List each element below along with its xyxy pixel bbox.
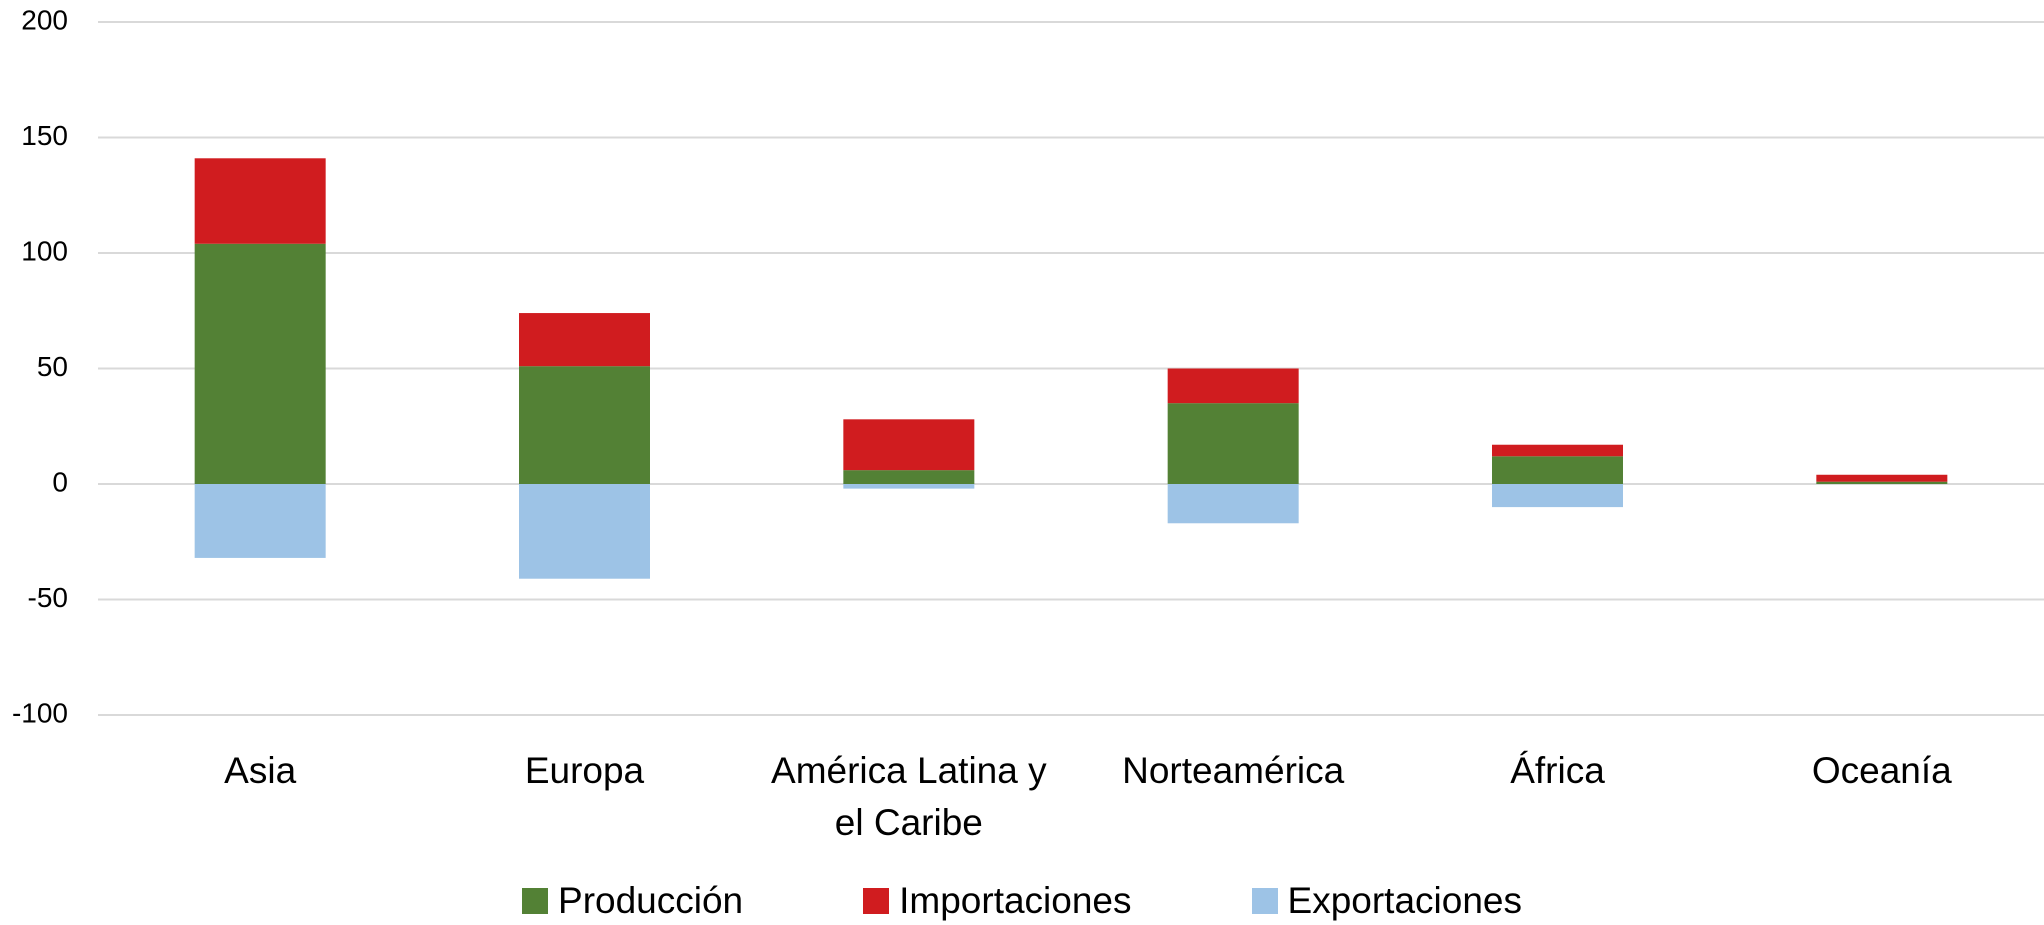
x-tick-label: África: [1510, 750, 1605, 791]
legend-item: Importaciones: [863, 880, 1132, 922]
x-tick-label: Norteamérica: [1122, 750, 1345, 791]
bar-segment: [1816, 474, 1948, 482]
bar-segment: [1492, 484, 1623, 508]
x-tick-label: América Latina y el Caribe: [771, 750, 1047, 843]
bar-segment: [519, 484, 650, 579]
bar-segment: [1167, 403, 1299, 484]
bar-segment: [194, 484, 326, 558]
legend-item: Exportaciones: [1251, 880, 1522, 922]
bar-segment: [519, 313, 650, 367]
bar-segment: [843, 484, 975, 489]
legend-label: Producción: [558, 880, 744, 921]
bar-segment: [1492, 444, 1623, 457]
bar-segment: [843, 419, 975, 471]
y-tick-label: 100: [21, 235, 68, 266]
bar-segment: [1167, 484, 1299, 524]
x-tick-label: Oceanía: [1811, 750, 1952, 791]
y-tick-label: -100: [12, 697, 68, 728]
y-tick-label: 150: [21, 120, 68, 151]
y-tick-label: -50: [28, 582, 68, 613]
bar-segment: [194, 243, 326, 484]
legend-swatch: [863, 888, 890, 914]
legend-label: Importaciones: [899, 880, 1132, 921]
bar-segment: [194, 158, 326, 244]
y-tick-label: 200: [21, 4, 68, 35]
bar-segment: [1492, 456, 1623, 484]
bar-segment: [843, 470, 975, 484]
y-tick-label: 50: [37, 351, 68, 382]
bar-segment: [1816, 481, 1948, 484]
x-tick-label: Europa: [524, 750, 645, 791]
legend-item: Producción: [522, 880, 743, 922]
x-tick-label: Asia: [224, 750, 297, 791]
legend: Producción Importaciones Exportaciones: [0, 880, 2044, 922]
legend-swatch: [1251, 888, 1278, 914]
bar-segment: [1167, 368, 1299, 404]
bar-segment: [519, 366, 650, 484]
legend-label: Exportaciones: [1287, 880, 1522, 921]
y-tick-label: 0: [52, 466, 68, 497]
legend-swatch: [522, 888, 549, 914]
